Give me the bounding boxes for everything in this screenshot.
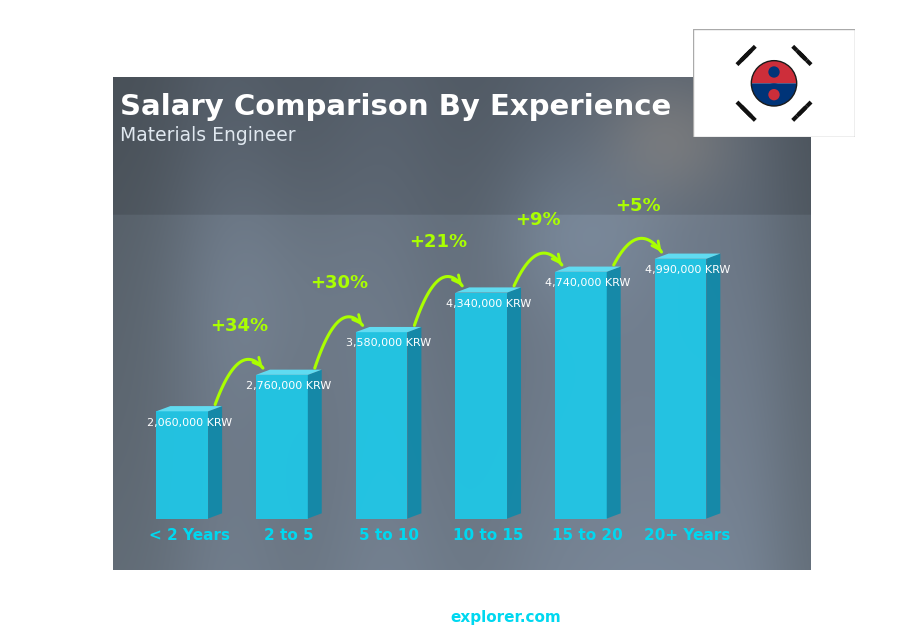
Polygon shape bbox=[806, 59, 813, 66]
Polygon shape bbox=[455, 292, 507, 519]
Circle shape bbox=[762, 83, 786, 106]
Polygon shape bbox=[744, 109, 757, 122]
Text: Materials Engineer: Materials Engineer bbox=[121, 126, 296, 146]
Text: Salary Comparison By Experience: Salary Comparison By Experience bbox=[121, 92, 671, 121]
Polygon shape bbox=[740, 49, 752, 62]
Polygon shape bbox=[801, 104, 808, 112]
Polygon shape bbox=[408, 327, 421, 519]
Text: 2,760,000 KRW: 2,760,000 KRW bbox=[247, 381, 331, 391]
Polygon shape bbox=[157, 412, 208, 519]
Polygon shape bbox=[744, 45, 757, 58]
Polygon shape bbox=[797, 109, 804, 116]
Text: +21%: +21% bbox=[410, 233, 467, 251]
Polygon shape bbox=[607, 267, 621, 519]
Polygon shape bbox=[800, 53, 806, 60]
Text: 15 to 20: 15 to 20 bbox=[553, 528, 623, 543]
Text: salary: salary bbox=[395, 610, 447, 625]
Text: explorer.com: explorer.com bbox=[450, 610, 561, 625]
Text: +34%: +34% bbox=[210, 317, 268, 335]
Text: +9%: +9% bbox=[515, 211, 561, 229]
Text: 4,340,000 KRW: 4,340,000 KRW bbox=[446, 299, 531, 309]
Text: +5%: +5% bbox=[615, 197, 661, 215]
Polygon shape bbox=[735, 101, 748, 113]
Polygon shape bbox=[791, 115, 798, 122]
Wedge shape bbox=[752, 61, 796, 83]
Text: 10 to 15: 10 to 15 bbox=[453, 528, 524, 543]
Polygon shape bbox=[208, 406, 222, 519]
Text: +30%: +30% bbox=[310, 274, 368, 292]
Text: 2 to 5: 2 to 5 bbox=[264, 528, 314, 543]
Polygon shape bbox=[745, 110, 752, 117]
Polygon shape bbox=[806, 101, 813, 108]
Polygon shape bbox=[796, 110, 803, 117]
Polygon shape bbox=[654, 259, 706, 519]
Text: 2,060,000 KRW: 2,060,000 KRW bbox=[147, 417, 232, 428]
Polygon shape bbox=[356, 332, 408, 519]
Polygon shape bbox=[308, 370, 322, 519]
Polygon shape bbox=[740, 104, 747, 112]
Wedge shape bbox=[752, 83, 796, 106]
Polygon shape bbox=[791, 45, 798, 52]
Text: 4,990,000 KRW: 4,990,000 KRW bbox=[644, 265, 730, 275]
Polygon shape bbox=[654, 254, 720, 259]
Circle shape bbox=[769, 89, 779, 101]
Polygon shape bbox=[797, 51, 804, 58]
Polygon shape bbox=[796, 49, 808, 62]
Polygon shape bbox=[555, 272, 607, 519]
Polygon shape bbox=[555, 267, 621, 272]
Circle shape bbox=[769, 66, 779, 78]
Polygon shape bbox=[706, 254, 720, 519]
Polygon shape bbox=[256, 370, 322, 375]
Polygon shape bbox=[455, 287, 521, 292]
Circle shape bbox=[762, 61, 786, 83]
Text: 3,580,000 KRW: 3,580,000 KRW bbox=[346, 338, 431, 349]
Polygon shape bbox=[507, 287, 521, 519]
Polygon shape bbox=[693, 29, 855, 137]
Text: Average Monthly Salary: Average Monthly Salary bbox=[862, 250, 875, 391]
Text: 4,740,000 KRW: 4,740,000 KRW bbox=[545, 278, 631, 288]
Text: 20+ Years: 20+ Years bbox=[644, 528, 731, 543]
Text: 5 to 10: 5 to 10 bbox=[358, 528, 419, 543]
Text: < 2 Years: < 2 Years bbox=[148, 528, 230, 543]
Polygon shape bbox=[157, 406, 222, 412]
Polygon shape bbox=[356, 327, 421, 332]
Polygon shape bbox=[800, 106, 806, 113]
Polygon shape bbox=[256, 375, 308, 519]
Polygon shape bbox=[735, 53, 748, 66]
